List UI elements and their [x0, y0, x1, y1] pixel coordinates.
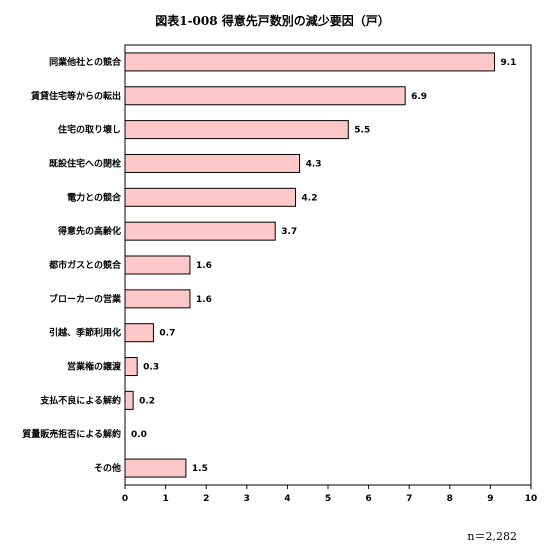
bar	[124, 390, 134, 410]
data-label: 1.6	[196, 261, 212, 271]
x-tick-label: 2	[203, 494, 209, 504]
x-tick-label: 9	[487, 494, 493, 504]
category-label: 都市ガスとの競合	[48, 259, 122, 271]
data-label: 3.7	[281, 227, 297, 237]
data-label: 0.3	[143, 363, 159, 373]
bar	[124, 255, 191, 275]
chart-title: 図表1-008 得意先戸数別の減少要因（戸）	[155, 14, 390, 28]
data-label: 0.7	[159, 329, 175, 339]
x-tick-label: 8	[447, 494, 453, 504]
bar	[124, 120, 349, 140]
x-axis: 0 1 2 3 4 5 6 7 8 9 10	[122, 485, 537, 504]
category-label: 引越、季節利用化	[49, 327, 121, 339]
data-label: 1.6	[196, 295, 212, 305]
category-label: 住宅の取り壊し	[58, 124, 121, 136]
category-label: 既設住宅への閉栓	[49, 157, 121, 169]
category-label: 支払不良による解約	[39, 394, 121, 406]
data-label: 0.2	[139, 396, 155, 406]
plot-area-frame	[124, 44, 532, 486]
bar	[124, 357, 138, 377]
bars-layer: 同業他社との競合 9.1 賃貸住宅等からの転出 6.9 住宅の取り壊し 5.5 既設住宅への…	[22, 52, 516, 478]
bar	[124, 221, 276, 241]
bar	[124, 289, 191, 309]
data-label: 6.9	[411, 92, 427, 102]
data-label: 9.1	[500, 58, 516, 68]
data-label: 5.5	[354, 126, 370, 136]
data-label: 4.3	[306, 159, 322, 169]
x-tick-label: 0	[122, 494, 128, 504]
data-label: 4.2	[302, 193, 318, 203]
category-label: 同業他社との競合	[49, 56, 122, 68]
data-label: 0.0	[131, 430, 147, 440]
data-label: 1.5	[192, 464, 208, 474]
bar	[124, 52, 495, 72]
category-label: 電力との競合	[67, 191, 122, 203]
category-label: ブローカーの営業	[49, 293, 122, 305]
sample-size-note: n＝2,282	[467, 530, 517, 543]
x-tick-label: 1	[162, 494, 168, 504]
bar	[124, 187, 297, 207]
x-tick-label: 10	[525, 494, 538, 504]
category-label: その他	[94, 462, 121, 474]
category-label: 賃貸住宅等からの転出	[30, 90, 121, 102]
category-label: 営業権の譲渡	[67, 361, 122, 373]
bar	[124, 153, 301, 173]
bar	[124, 323, 154, 343]
x-tick-label: 3	[244, 494, 250, 504]
x-tick-label: 4	[284, 494, 290, 504]
x-tick-label: 5	[325, 494, 331, 504]
category-label: 得意先の高齢化	[57, 225, 121, 237]
bar	[124, 458, 187, 478]
category-label: 質量販売拒否による解約	[22, 428, 121, 440]
x-tick-label: 7	[406, 494, 412, 504]
x-tick-label: 6	[365, 494, 371, 504]
bar	[124, 86, 406, 106]
